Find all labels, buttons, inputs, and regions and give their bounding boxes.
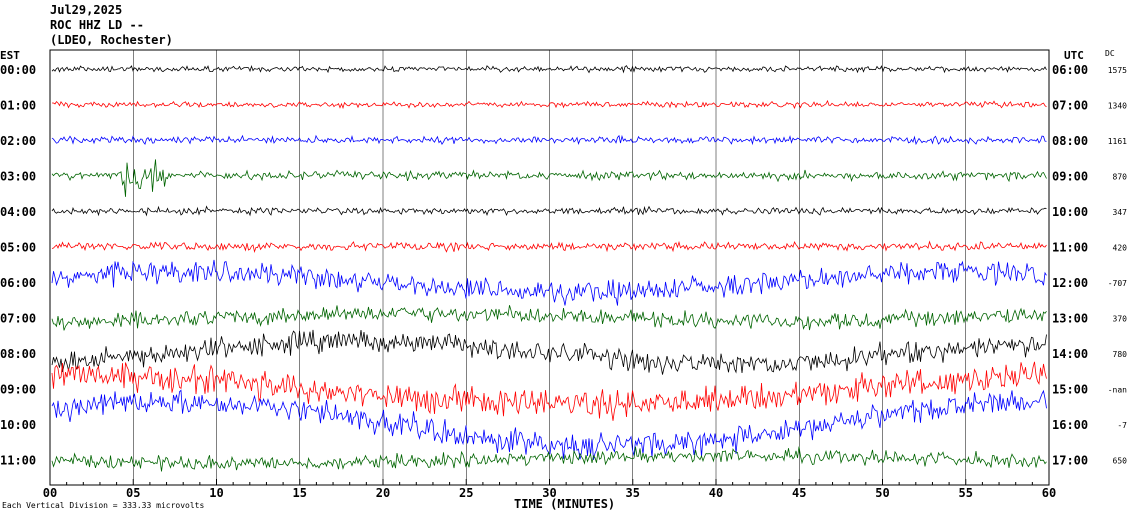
utc-hour-label: 16:00 xyxy=(1052,418,1088,432)
dc-offset-label: 1575 xyxy=(1108,66,1127,75)
utc-hour-label: 15:00 xyxy=(1052,383,1088,397)
header-network: (LDEO, Rochester) xyxy=(50,33,173,47)
utc-hour-label: 09:00 xyxy=(1052,170,1088,184)
est-hour-label: 01:00 xyxy=(0,99,36,113)
est-hour-label: 04:00 xyxy=(0,205,36,219)
trace-0200 xyxy=(51,134,1047,146)
trace-1100 xyxy=(51,446,1047,472)
dc-offset-label: 420 xyxy=(1113,244,1128,253)
utc-hour-label: 06:00 xyxy=(1052,63,1088,77)
axis-labels: 00 05 10 15 20 25 30 35 40 45 50 55 60 EST UTC DC TIME (… xyxy=(0,49,1127,511)
dc-offset-label: 870 xyxy=(1113,173,1128,182)
dc-offset-label: 650 xyxy=(1113,457,1128,466)
est-hour-label: 08:00 xyxy=(0,347,36,361)
plot-frame xyxy=(49,49,1050,486)
x-tick-label: 40 xyxy=(709,486,723,500)
dc-offset-label: 1161 xyxy=(1108,137,1127,146)
header-date: Jul29,2025 xyxy=(50,3,123,17)
dc-offset-label: -7 xyxy=(1117,421,1127,430)
utc-axis-title: UTC xyxy=(1064,49,1084,62)
est-hour-label: 03:00 xyxy=(0,170,36,184)
trace-0100 xyxy=(52,99,1047,110)
x-tick-label: 00 xyxy=(43,486,57,500)
trace-0900 xyxy=(51,361,1047,421)
utc-hour-label: 10:00 xyxy=(1052,205,1088,219)
dc-offset-label: 347 xyxy=(1113,208,1128,217)
dc-offset-label: -nan xyxy=(1108,386,1127,395)
est-hour-label: 02:00 xyxy=(0,134,36,148)
trace-0700 xyxy=(51,305,1047,331)
est-hour-label: 09:00 xyxy=(0,383,36,397)
x-axis-title: TIME (MINUTES) xyxy=(514,497,615,511)
trace-0400 xyxy=(51,205,1047,217)
est-hour-label: 11:00 xyxy=(0,454,36,468)
dc-column-title: DC xyxy=(1105,49,1115,58)
x-tick-label: 50 xyxy=(875,486,889,500)
x-tick-label: 35 xyxy=(626,486,640,500)
x-tick-label: 15 xyxy=(293,486,307,500)
est-axis-title: EST xyxy=(0,49,20,62)
est-hour-label: 05:00 xyxy=(0,241,36,255)
header-station: ROC HHZ LD -- xyxy=(50,18,144,32)
trace-0800 xyxy=(51,329,1047,375)
dc-offset-label: 1340 xyxy=(1108,102,1127,111)
utc-hour-label: 07:00 xyxy=(1052,99,1088,113)
dc-offset-label: -707 xyxy=(1108,279,1127,288)
trace-0300 xyxy=(51,159,1047,197)
trace-0000 xyxy=(51,65,1047,74)
scale-note: Each Vertical Division = 333.33 microvol… xyxy=(2,501,204,510)
x-tick-label: 20 xyxy=(376,486,390,500)
utc-hour-label: 08:00 xyxy=(1052,134,1088,148)
traces xyxy=(51,65,1047,472)
x-tick-label: 10 xyxy=(209,486,223,500)
x-tick-label: 05 xyxy=(126,486,140,500)
utc-hour-label: 13:00 xyxy=(1052,312,1088,326)
trace-0600 xyxy=(51,259,1047,306)
x-tick-label: 60 xyxy=(1042,486,1056,500)
utc-hour-label: 14:00 xyxy=(1052,347,1088,361)
est-hour-label: 00:00 xyxy=(0,63,36,77)
est-hour-label: 10:00 xyxy=(0,418,36,432)
trace-1000 xyxy=(51,389,1047,460)
est-hour-label: 07:00 xyxy=(0,312,36,326)
dc-offset-label: 780 xyxy=(1113,350,1128,359)
x-tick-label: 25 xyxy=(459,486,473,500)
dc-offset-label: 370 xyxy=(1113,315,1128,324)
x-tick-label: 45 xyxy=(792,486,806,500)
utc-hour-label: 17:00 xyxy=(1052,454,1088,468)
utc-hour-label: 12:00 xyxy=(1052,276,1088,290)
x-tick-label: 55 xyxy=(959,486,973,500)
trace-0500 xyxy=(51,240,1047,254)
x-tick-label: 30 xyxy=(542,486,556,500)
utc-hour-label: 11:00 xyxy=(1052,241,1088,255)
est-hour-label: 06:00 xyxy=(0,276,36,290)
